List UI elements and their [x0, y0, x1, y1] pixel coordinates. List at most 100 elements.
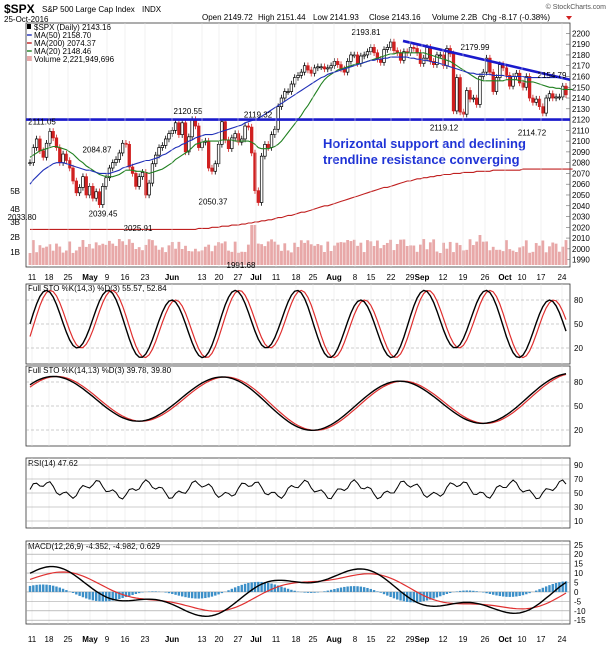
volume-tick-label: 2B: [10, 233, 20, 242]
volume-bar: [266, 241, 270, 265]
volume-bar: [246, 244, 250, 265]
volume-bar: [177, 241, 181, 265]
y-tick-label: 2010: [572, 234, 590, 243]
x-axis-label: 18: [45, 635, 54, 644]
macd-histogram-bar: [214, 591, 217, 596]
candle-body: [471, 97, 476, 100]
volume-bar: [435, 251, 439, 265]
macd-histogram-bar: [551, 583, 554, 592]
price-label: 2114.72: [518, 128, 547, 137]
macd-histogram-bar: [61, 588, 65, 592]
candle-body: [293, 77, 297, 85]
macd-histogram-bar: [366, 587, 369, 592]
macd-histogram-bar: [376, 591, 379, 592]
x-axis-label: 26: [481, 273, 490, 282]
macd-histogram-bar: [227, 590, 230, 592]
candle-body: [74, 180, 78, 194]
candle-body: [173, 122, 178, 131]
y-tick-label: 2160: [572, 72, 590, 81]
volume-bar: [230, 251, 234, 265]
candle-body: [312, 67, 317, 74]
y-tick-label: 5: [574, 579, 579, 588]
volume-bar: [412, 245, 416, 265]
volume-bar: [316, 244, 320, 265]
candle-body: [54, 137, 59, 148]
volume-bar: [448, 241, 452, 265]
candle-body: [488, 57, 492, 73]
x-axis-label: 13: [198, 635, 207, 644]
x-axis-label: 11: [28, 635, 37, 644]
volume-tick-label: 1B: [10, 248, 20, 257]
candle-body: [425, 47, 429, 59]
x-axis-label: 23: [141, 273, 150, 282]
volume-bar: [488, 250, 492, 265]
volume-bar: [263, 246, 267, 265]
candle-body: [266, 143, 270, 148]
volume-value: Volume 2.2B: [432, 13, 477, 22]
macd-histogram-bar: [482, 591, 485, 593]
ma50-line: [29, 56, 563, 185]
x-axis-label: 12: [439, 635, 448, 644]
y-tick-label: 2150: [572, 83, 590, 92]
macd-histogram-bar: [362, 587, 366, 592]
macd-histogram-bar: [210, 591, 214, 597]
candle-body: [418, 52, 423, 64]
volume-bar: [289, 252, 293, 265]
candle-body: [332, 61, 337, 67]
y-tick-label: 20: [574, 426, 583, 435]
candle-body: [306, 65, 310, 71]
candle-body: [167, 133, 171, 140]
volume-bar: [557, 251, 561, 265]
y-tick-label: -10: [574, 607, 586, 616]
candle-body: [316, 66, 320, 69]
volume-bar: [64, 250, 68, 265]
macd-histogram-bar: [141, 591, 144, 593]
candle-body: [283, 91, 287, 99]
y-tick-label: 1990: [572, 256, 590, 265]
x-axis-label: May: [82, 635, 98, 644]
y-tick-label: 80: [574, 296, 583, 305]
volume-bar: [405, 245, 409, 265]
volume-bar: [256, 243, 260, 265]
volume-bar: [442, 242, 445, 265]
macd-histogram-bar: [561, 581, 564, 592]
volume-bar: [31, 240, 35, 265]
candle-body: [91, 186, 95, 199]
low-value: Low 2141.93: [313, 13, 359, 22]
macd-histogram-bar: [564, 581, 568, 592]
macd-histogram-bar: [409, 591, 412, 603]
macd-histogram-bar: [240, 584, 243, 592]
candle-body: [557, 96, 562, 99]
macd-histogram-bar: [283, 587, 286, 592]
x-axis-label: 15: [367, 273, 376, 282]
candle-body: [71, 167, 75, 182]
volume-bar: [144, 244, 148, 265]
macd-histogram-bar: [353, 586, 356, 592]
x-axis-label: 13: [198, 273, 207, 282]
volume-bar: [108, 240, 111, 265]
volume-bar: [187, 251, 191, 265]
candle-body: [412, 47, 416, 49]
y-tick-label: 80: [574, 378, 583, 387]
volume-bar: [366, 240, 369, 265]
x-axis-label: 25: [64, 273, 73, 282]
candle-body: [527, 76, 532, 99]
volume-bar: [180, 249, 184, 265]
volume-bar: [51, 250, 55, 265]
volume-bar: [286, 250, 290, 265]
volume-bar: [528, 252, 532, 265]
macd-histogram-bar: [42, 584, 45, 592]
candle-body: [491, 71, 495, 92]
candle-body: [77, 187, 82, 194]
macd-histogram-bar: [124, 591, 128, 598]
volume-bar: [471, 245, 475, 265]
candle-body: [402, 51, 406, 61]
volume-bar: [425, 249, 429, 265]
y-tick-label: 2090: [572, 148, 590, 157]
candle-body: [84, 176, 88, 196]
volume-bar: [336, 242, 340, 265]
volume-bar: [445, 248, 449, 265]
candle-body: [319, 66, 323, 69]
candle-body: [359, 55, 363, 64]
macd-histogram-bar: [108, 591, 111, 602]
